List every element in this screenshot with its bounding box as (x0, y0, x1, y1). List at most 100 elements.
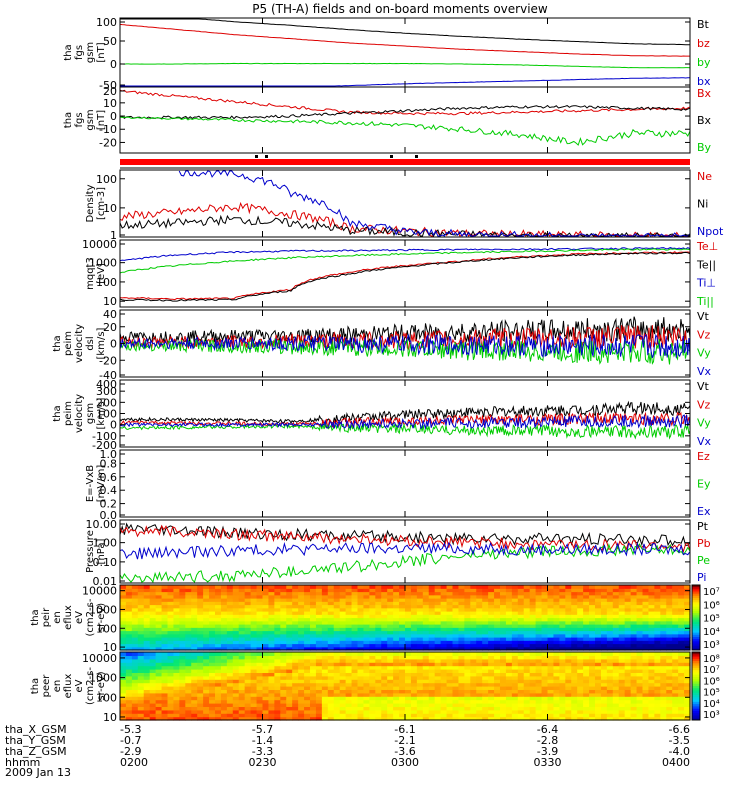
spectrogram-cell (315, 604, 323, 609)
spectrogram-cell (315, 679, 323, 684)
spectrogram-cell (173, 665, 180, 670)
spectrogram-cell (446, 696, 454, 701)
spectrogram-cell (179, 614, 186, 619)
spectrogram-cell (517, 611, 525, 615)
spectrogram-cell (434, 620, 442, 625)
spectrogram-cell (589, 706, 596, 711)
legend-entry: Ti⊥ (696, 277, 716, 290)
spectrogram-cell (618, 646, 626, 651)
spectrogram-cell (672, 594, 679, 599)
spectrogram-cell (612, 643, 620, 648)
spectrogram-cell (488, 633, 495, 638)
spectrogram-cell (268, 686, 275, 690)
panel-frame (119, 379, 691, 448)
spectrogram-cell (143, 620, 151, 625)
spectrogram-cell (470, 665, 477, 670)
y-axis-label: peim (63, 331, 74, 356)
spectrogram-cell (215, 669, 222, 673)
spectrogram-cell (149, 699, 157, 704)
spectrogram-cell (488, 655, 495, 660)
spectrogram-cell (120, 669, 127, 673)
spectrogram-cell (363, 588, 370, 593)
spectrogram-cell (357, 686, 365, 690)
spectrogram-cell (488, 706, 495, 711)
spectrogram-cell (606, 604, 614, 609)
spectrogram-cell (440, 643, 448, 648)
spectrogram-cell (523, 716, 531, 721)
spectrogram-cell (232, 604, 240, 609)
spectrogram-cell (446, 646, 454, 651)
spectrogram-cell (321, 675, 329, 680)
quality-flag-bar (120, 155, 690, 169)
spectrogram-cell (684, 699, 691, 704)
spectrogram-cell (220, 627, 228, 632)
spectrogram-cell (363, 682, 370, 687)
spectrogram-cell (535, 637, 543, 641)
spectrogram-cell (173, 598, 180, 602)
colorbar-segment (692, 602, 700, 605)
spectrogram-cell (191, 640, 198, 645)
colorbar-segment (692, 589, 700, 592)
spectrogram-cell (565, 637, 572, 641)
spectrogram-cell (440, 679, 448, 684)
spectrogram-cell (428, 665, 436, 670)
spectrogram-cell (428, 620, 436, 625)
spectrogram-cell (256, 598, 264, 602)
spectrogram-cell (428, 598, 436, 602)
spectrogram-cell (600, 591, 608, 596)
spectrogram-cell (654, 617, 661, 622)
spectrogram-cell (137, 624, 145, 628)
spectrogram-cell (321, 640, 329, 645)
spectrogram-cell (464, 611, 471, 615)
spectrogram-cell (256, 658, 264, 663)
spectrogram-cell (452, 598, 460, 602)
y-tick-label: 10 (103, 202, 117, 215)
spectrogram-cell (672, 692, 679, 697)
spectrogram-cell (387, 585, 394, 589)
spectrogram-cell (488, 624, 495, 628)
spectrogram-cell (244, 675, 252, 680)
spectrogram-cell (327, 709, 335, 714)
spectrogram-cell (286, 679, 293, 684)
spectrogram-cell (131, 703, 139, 707)
spectrogram-cell (185, 655, 192, 660)
series-line (119, 248, 691, 274)
spectrogram-cell (298, 617, 305, 622)
spectrogram-cell (636, 682, 644, 687)
spectrogram-cell (470, 662, 477, 667)
spectrogram-cell (274, 709, 281, 714)
spectrogram-cell (226, 588, 234, 593)
spectrogram-cell (553, 652, 560, 656)
spectrogram-cell (197, 658, 204, 663)
spectrogram-cell (137, 594, 145, 599)
spectrogram-cell (660, 652, 667, 656)
spectrogram-cell (571, 672, 578, 677)
spectrogram-cell (167, 633, 175, 638)
y-axis-label: tha (63, 112, 74, 128)
spectrogram-cell (185, 709, 192, 714)
spectrogram-cell (304, 633, 311, 638)
spectrogram-cell (494, 675, 501, 680)
spectrogram-cell (416, 646, 424, 651)
spectrogram-cell (553, 706, 560, 711)
spectrogram-cell (286, 627, 293, 632)
spectrogram-cell (559, 662, 566, 667)
spectrogram-cell (137, 658, 145, 663)
spectrogram-cell (416, 617, 424, 622)
spectrogram-cell (143, 658, 151, 663)
spectrogram-cell (310, 617, 317, 622)
spectrogram-cell (149, 662, 157, 667)
spectrogram-cell (315, 588, 323, 593)
spectrogram-cell (304, 637, 311, 641)
spectrogram-cell (511, 614, 519, 619)
spectrogram-cell (684, 713, 691, 718)
spectrogram-cell (678, 665, 685, 670)
spectrogram-cell (197, 630, 204, 635)
spectrogram-cell (577, 675, 584, 680)
spectrogram-cell (203, 665, 210, 670)
spectrogram-cell (547, 699, 555, 704)
spectrogram-cell (464, 716, 471, 721)
spectrogram-cell (292, 679, 299, 684)
spectrogram-cell (262, 679, 270, 684)
spectrogram-cell (256, 637, 264, 641)
